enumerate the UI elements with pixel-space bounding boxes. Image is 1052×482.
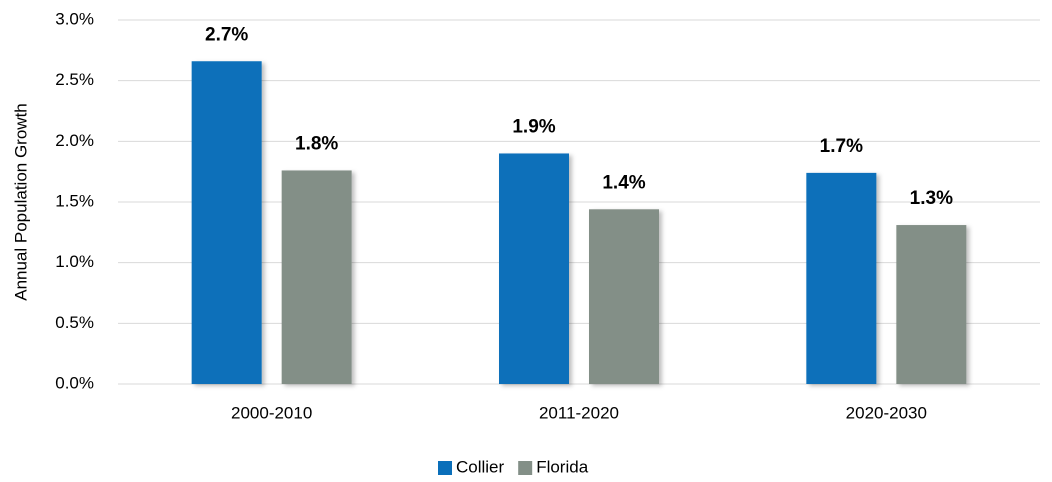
y-tick-label: 3.0%	[55, 9, 94, 28]
y-axis-label: Annual Population Growth	[11, 103, 30, 301]
bar	[896, 225, 967, 384]
bar	[499, 153, 569, 384]
y-tick-label: 1.5%	[55, 191, 94, 210]
value-label: 1.7%	[820, 136, 863, 157]
value-label: 2.7%	[205, 24, 248, 45]
x-tick-label: 2011-2020	[539, 403, 619, 422]
y-tick-label: 1.0%	[55, 252, 94, 271]
y-tick-label: 0.5%	[55, 313, 94, 332]
value-label: 1.9%	[512, 116, 555, 137]
legend-label: Florida	[536, 457, 589, 476]
y-tick-label: 0.0%	[55, 373, 94, 392]
bar	[806, 172, 877, 384]
bar	[281, 170, 352, 384]
legend-swatch	[438, 461, 452, 475]
bar	[589, 209, 659, 384]
value-label: 1.4%	[602, 172, 645, 193]
x-tick-label: 2000-2010	[231, 403, 312, 422]
legend-swatch	[518, 461, 533, 475]
x-tick-label: 2020-2030	[846, 403, 927, 422]
y-tick-label: 2.5%	[55, 70, 94, 89]
legend-label: Collier	[456, 457, 505, 476]
value-label: 1.3%	[910, 188, 953, 209]
value-label: 1.8%	[295, 133, 338, 154]
bar	[191, 61, 262, 385]
y-tick-label: 2.0%	[55, 131, 94, 150]
